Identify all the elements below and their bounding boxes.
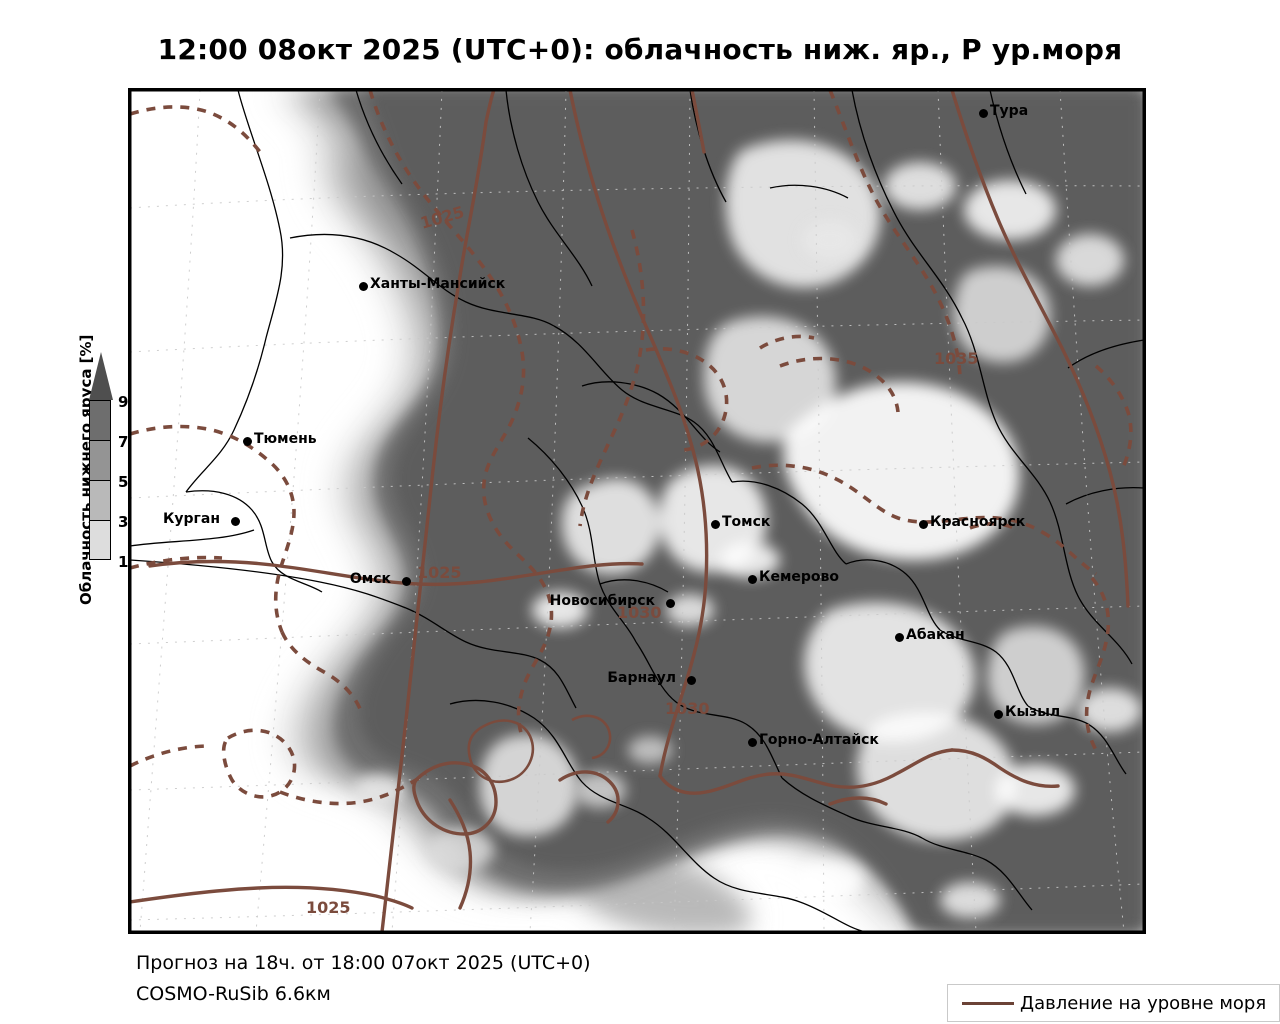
cloud-cells [354, 162, 1142, 918]
map-frame [130, 90, 1144, 932]
administrative-borders [130, 90, 1144, 932]
forecast-info-line: Прогноз на 18ч. от 18:00 07окт 2025 (UTC… [136, 952, 591, 974]
colorbar-bottom-tip [89, 560, 113, 608]
colorbar-segment-50 [89, 480, 111, 520]
colorbar: Облачность нижнего яруса [%] 90 70 50 30… [44, 335, 139, 652]
isobar-label: 1030 [665, 699, 710, 718]
weather-map[interactable]: 1025 1035 1025 1030 1030 1025 Тура Ханты… [128, 88, 1146, 934]
map-canvas [130, 90, 1144, 932]
page-title: 12:00 08окт 2025 (UTC+0): облачность ниж… [157, 33, 1123, 66]
colorbar-segment-70 [89, 440, 111, 480]
isobar-label: 1025 [306, 898, 351, 917]
pressure-contours-solid [130, 90, 1130, 932]
pressure-line-swatch [962, 1001, 1014, 1005]
colorbar-segment-90 [89, 400, 111, 440]
pressure-legend-label: Давление на уровне моря [1020, 992, 1267, 1014]
model-info-line: COSMO-RuSib 6.6км [136, 983, 331, 1005]
pressure-legend: Давление на уровне моря [947, 984, 1280, 1022]
isobar-label: 1030 [617, 603, 662, 622]
footer: Прогноз на 18ч. от 18:00 07окт 2025 (UTC… [136, 948, 591, 1010]
isobar-label: 1025 [417, 563, 462, 582]
cloud-clearings [479, 140, 1085, 841]
pressure-contours-dashed [130, 90, 1133, 806]
pressure-contour-ring [467, 714, 612, 783]
colorbar-gradient [89, 352, 113, 652]
isobar-label: 1035 [934, 349, 979, 368]
colorbar-segment-30 [89, 520, 111, 560]
colorbar-top-tip [89, 352, 113, 400]
graticule [130, 90, 1144, 932]
